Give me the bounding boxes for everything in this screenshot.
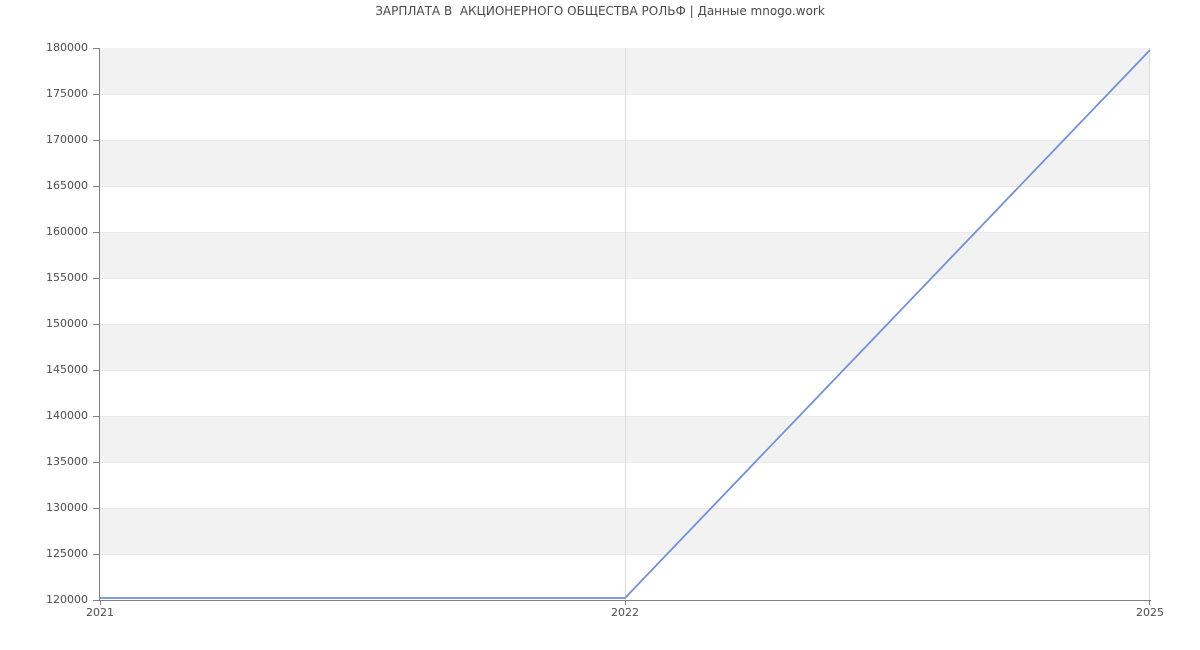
- y-axis-line: [99, 48, 100, 601]
- x-tick-mark: [100, 601, 101, 605]
- y-tick-mark: [93, 462, 99, 463]
- y-tick-label: 175000: [46, 87, 88, 100]
- y-tick-label: 160000: [46, 225, 88, 238]
- salary-line: [100, 49, 1151, 599]
- y-tick-mark: [93, 186, 99, 187]
- y-tick-mark: [93, 370, 99, 371]
- y-tick-mark: [93, 94, 99, 95]
- x-tick-label: 2021: [86, 606, 114, 619]
- y-tick-mark: [93, 232, 99, 233]
- y-tick-mark: [93, 508, 99, 509]
- y-tick-label: 170000: [46, 133, 88, 146]
- v-gridline: [625, 48, 626, 600]
- y-tick-label: 135000: [46, 455, 88, 468]
- y-tick-mark: [93, 140, 99, 141]
- y-tick-mark: [93, 554, 99, 555]
- y-tick-label: 155000: [46, 271, 88, 284]
- x-tick-mark: [1149, 601, 1150, 605]
- y-tick-mark: [93, 324, 99, 325]
- y-tick-label: 130000: [46, 501, 88, 514]
- y-tick-mark: [93, 600, 99, 601]
- plot-area: [100, 48, 1151, 600]
- y-tick-mark: [93, 48, 99, 49]
- y-tick-label: 125000: [46, 547, 88, 560]
- y-tick-mark: [93, 416, 99, 417]
- salary-line-series: [100, 49, 1151, 599]
- y-tick-label: 150000: [46, 317, 88, 330]
- v-gridline: [1149, 48, 1150, 600]
- y-tick-label: 120000: [46, 593, 88, 606]
- y-tick-label: 140000: [46, 409, 88, 422]
- y-tick-mark: [93, 278, 99, 279]
- x-axis-line: [99, 600, 1151, 601]
- y-tick-label: 145000: [46, 363, 88, 376]
- x-tick-label: 2025: [1136, 606, 1164, 619]
- x-tick-mark: [625, 601, 626, 605]
- chart-title: ЗАРПЛАТА В АКЦИОНЕРНОГО ОБЩЕСТВА РОЛЬФ |…: [375, 4, 825, 18]
- y-tick-label: 165000: [46, 179, 88, 192]
- y-tick-label: 180000: [46, 41, 88, 54]
- x-tick-label: 2022: [611, 606, 639, 619]
